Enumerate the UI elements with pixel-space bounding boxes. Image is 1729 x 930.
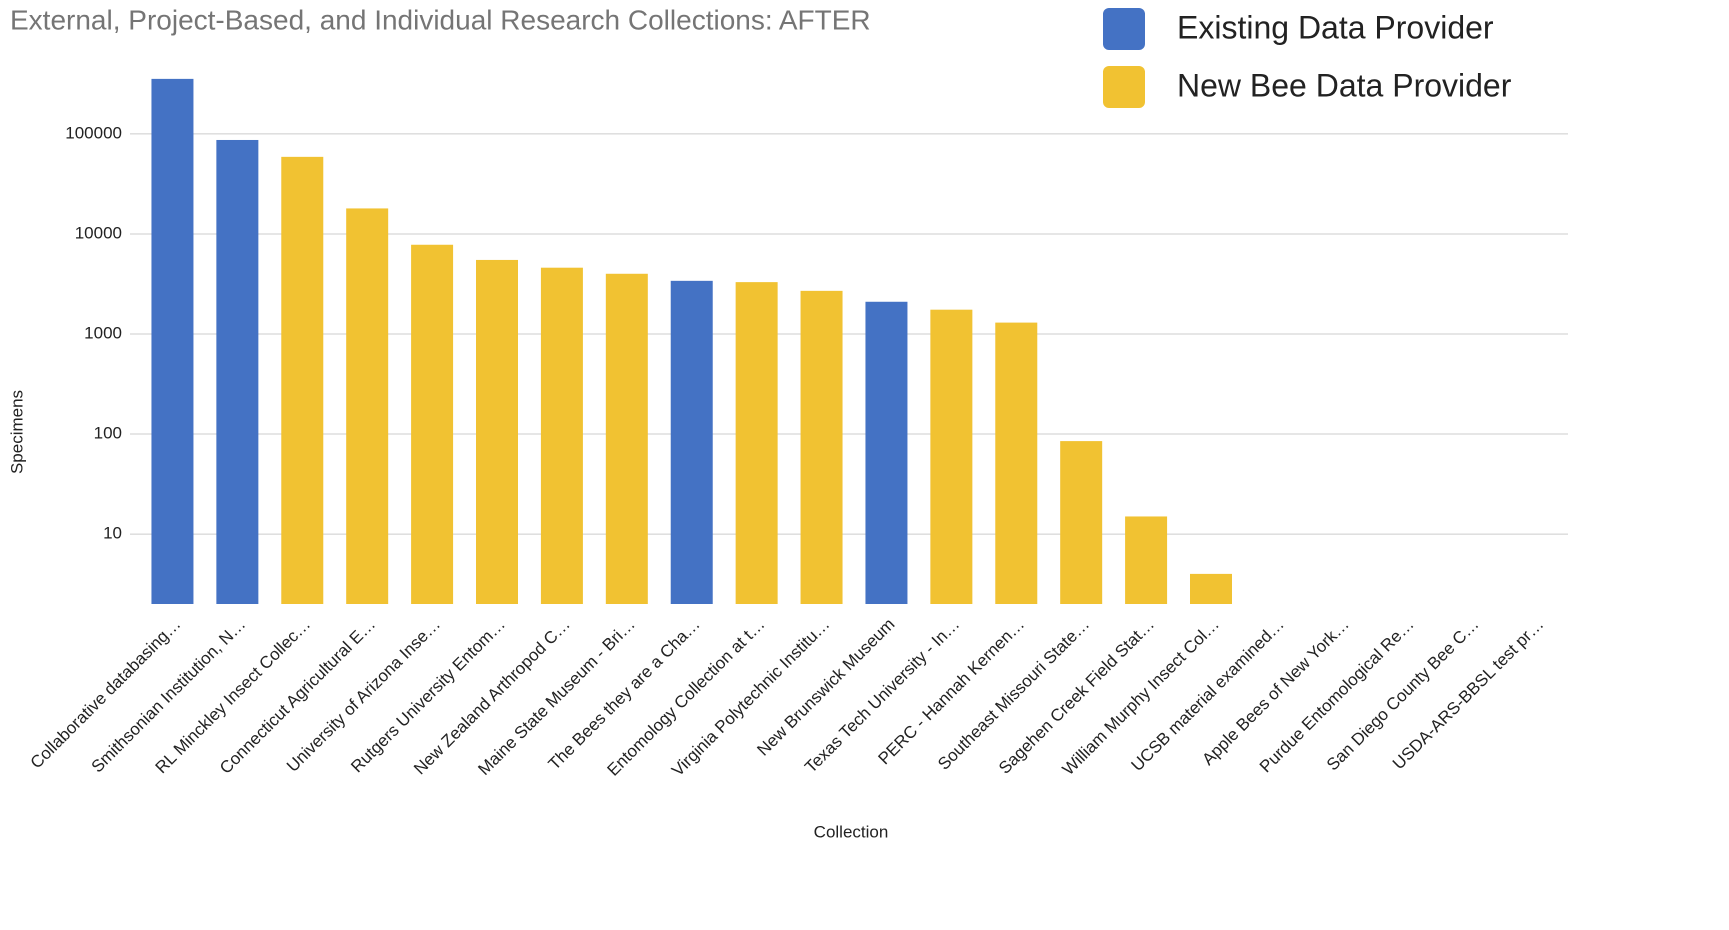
bar [1060,441,1103,604]
bar [411,244,454,604]
bar [930,309,973,604]
y-tick-label: 10000 [75,223,122,242]
legend-label: New Bee Data Provider [1177,67,1512,103]
bar [151,78,194,605]
legend-label: Existing Data Provider [1177,9,1494,45]
legend-swatch [1103,66,1145,108]
bar [605,273,648,604]
bar [281,156,324,604]
bar [1125,516,1168,604]
bar [670,280,713,604]
chart-title: External, Project-Based, and Individual … [10,4,871,35]
y-axis-title: Specimens [7,390,26,474]
bar [800,290,843,604]
y-tick-label: 1000 [84,323,122,342]
legend-swatch [1103,8,1145,50]
bar [216,139,259,604]
bar [1190,573,1232,604]
bar [735,282,778,604]
bar [476,259,518,604]
y-tick-label: 10 [103,524,122,543]
bar [865,301,908,604]
bar [995,322,1038,604]
x-axis-title: Collection [814,822,889,841]
bar [346,208,389,604]
y-tick-label: 100 [94,424,122,443]
bar [540,267,583,604]
y-tick-label: 100000 [65,123,122,142]
